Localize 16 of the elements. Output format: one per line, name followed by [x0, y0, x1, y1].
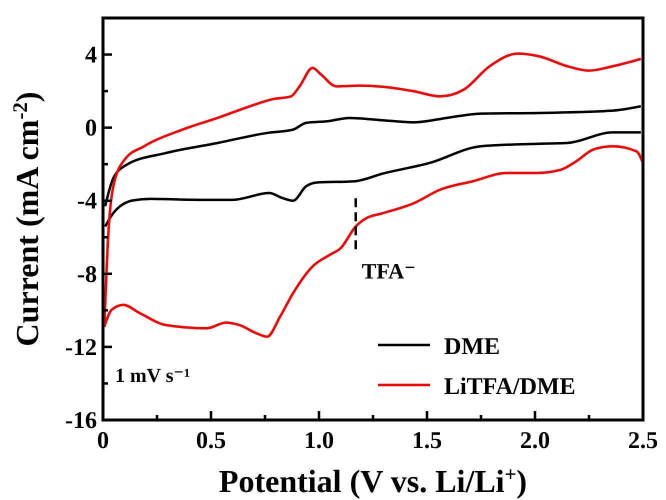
x-tick-label: 2.0	[520, 428, 550, 454]
annotation: 1 mV s⁻¹	[115, 365, 190, 387]
x-tick-label: 2.5	[628, 428, 658, 454]
y-tick-label: -16	[65, 408, 97, 434]
y-tick-label: -4	[77, 188, 97, 215]
x-tick-label: 0.5	[196, 428, 226, 454]
legend-label: DME	[444, 334, 500, 360]
annotation: TFA⁻	[362, 258, 416, 284]
y-tick-label: 4	[85, 42, 97, 69]
y-tick-label: 0	[85, 116, 97, 142]
x-axis-title: Potential (V vs. Li/Li$^{+}$)	[218, 462, 528, 499]
y-tick-label: -8	[77, 262, 97, 288]
y-tick-label: -12	[65, 334, 97, 361]
x-tick-label: 1.5	[412, 428, 442, 454]
x-tick-label: 1.0	[304, 428, 334, 454]
legend-label: LiTFA/DME	[444, 374, 576, 400]
